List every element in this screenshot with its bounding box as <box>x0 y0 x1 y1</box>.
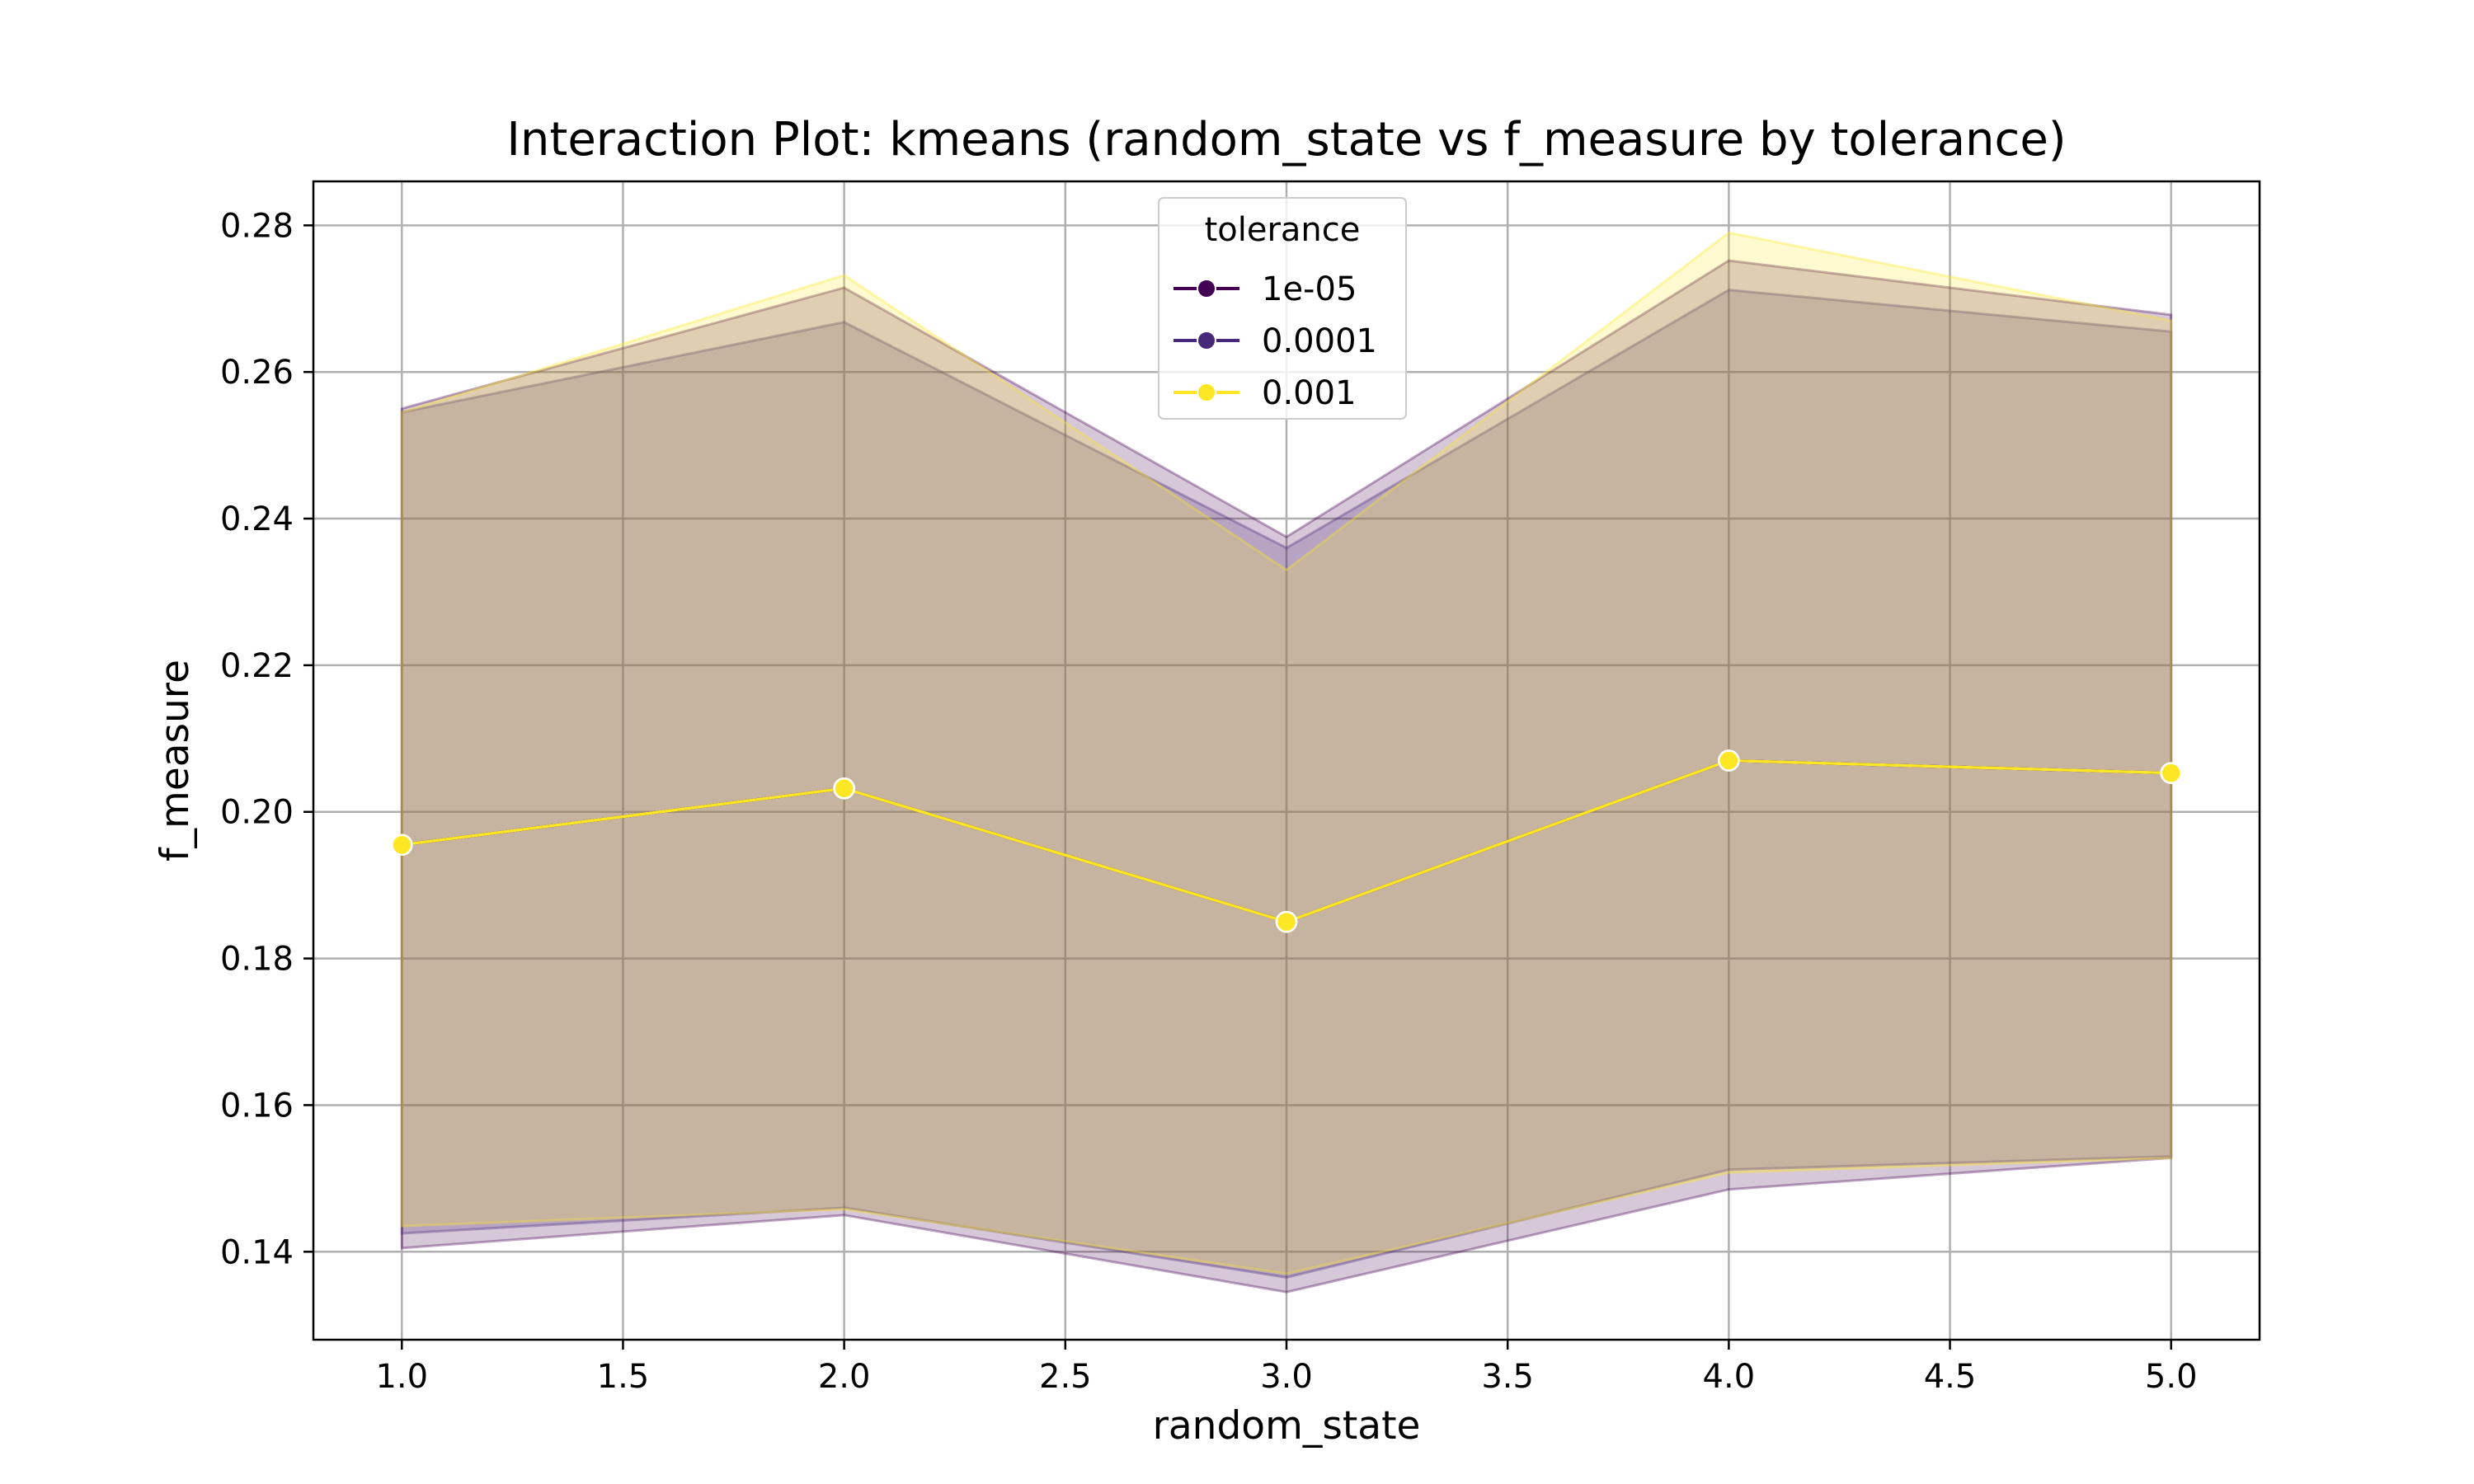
legend-label: 0.001 <box>1262 374 1357 412</box>
y-tick-label: 0.26 <box>220 354 294 392</box>
x-tick-label: 5.0 <box>2145 1358 2198 1396</box>
data-point <box>1275 910 1298 933</box>
ci-band <box>400 289 2173 1279</box>
y-tick-label: 0.22 <box>220 647 294 685</box>
series-points <box>391 749 2182 933</box>
axis-ticks: 1.0 1.5 2.0 2.5 3.0 3.5 4.0 4.5 5.0 0.14 0.16 0.18 0… <box>220 207 2198 1396</box>
y-tick-label: 0.28 <box>220 207 294 245</box>
x-tick-label: 3.5 <box>1481 1358 1534 1396</box>
x-tick-label: 2.5 <box>1039 1358 1092 1396</box>
x-tick-label: 1.5 <box>597 1358 650 1396</box>
data-point <box>2160 762 2182 784</box>
legend-label: 1e-05 <box>1262 270 1357 308</box>
y-tick-label: 0.14 <box>220 1233 294 1271</box>
chart-title: Interaction Plot: kmeans (random_state v… <box>506 113 2066 167</box>
ci-band <box>400 259 2173 1294</box>
y-tick-label: 0.16 <box>220 1087 294 1125</box>
legend: tolerance 1e-05 0.0001 0.001 <box>1158 197 1407 420</box>
y-axis-label: f_measure <box>153 660 198 862</box>
x-tick-label: 3.0 <box>1260 1358 1313 1396</box>
legend-box <box>1158 197 1407 420</box>
legend-marker <box>1197 279 1216 298</box>
x-tick-label: 1.0 <box>375 1358 428 1396</box>
data-point <box>391 834 413 857</box>
x-tick-label: 4.5 <box>1924 1358 1977 1396</box>
data-point <box>1718 749 1740 772</box>
data-point <box>833 777 855 800</box>
legend-marker <box>1197 383 1216 402</box>
y-tick-label: 0.20 <box>220 794 294 832</box>
ci-band <box>400 231 2173 1275</box>
legend-title: tolerance <box>1205 211 1361 249</box>
y-tick-label: 0.18 <box>220 941 294 979</box>
x-tick-label: 2.0 <box>818 1358 871 1396</box>
x-axis-label: random_state <box>1153 1403 1421 1449</box>
x-tick-label: 4.0 <box>1703 1358 1756 1396</box>
y-tick-label: 0.24 <box>220 500 294 538</box>
legend-label: 0.0001 <box>1262 322 1377 360</box>
confidence-bands <box>400 231 2173 1294</box>
legend-marker <box>1197 331 1216 350</box>
legend-entries: 1e-05 0.0001 0.001 <box>1174 270 1377 412</box>
